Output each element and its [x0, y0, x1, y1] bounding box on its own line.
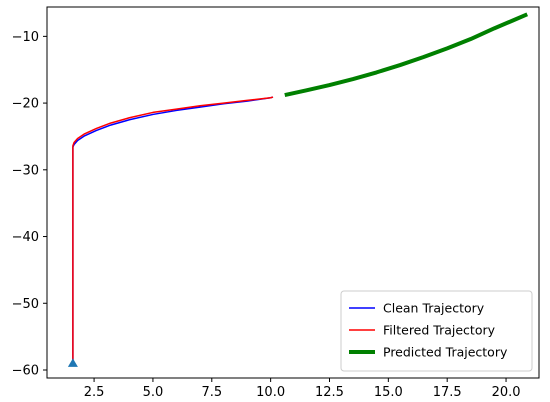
series-filtered-trajectory	[72, 96, 274, 364]
y-axis: −60 −50 −40 −30 −20 −10	[12, 30, 47, 378]
x-tick-label: 7.5	[201, 385, 222, 400]
y-tick-label: −30	[12, 163, 39, 178]
legend-label-predicted-trajectory: Predicted Trajectory	[383, 345, 508, 360]
y-tick-label: −10	[12, 30, 39, 45]
x-axis: 2.5 5.0 7.5 10.0 12.5 15.0 17.5 20.0	[84, 378, 521, 400]
x-tick-label: 20.0	[492, 385, 521, 400]
y-tick-label: −60	[12, 363, 39, 378]
y-tick-label: −50	[12, 297, 39, 312]
legend-label-clean-trajectory: Clean Trajectory	[383, 301, 485, 316]
legend: Clean Trajectory Filtered Trajectory Predi…	[340, 290, 533, 372]
series-layer	[72, 12, 529, 364]
legend-label-filtered-trajectory: Filtered Trajectory	[383, 323, 496, 338]
series-predicted-trajectory	[284, 12, 529, 98]
plot-frame	[46, 6, 540, 379]
x-tick-label: 15.0	[374, 385, 403, 400]
y-tick-label: −20	[12, 97, 39, 112]
x-tick-label: 5.0	[143, 385, 164, 400]
legend-box	[340, 290, 533, 372]
x-tick-label: 10.0	[256, 385, 285, 400]
x-tick-label: 12.5	[315, 385, 344, 400]
x-tick-label: 2.5	[84, 385, 105, 400]
marker-layer	[67, 358, 78, 367]
series-clean-trajectory	[72, 96, 274, 364]
x-tick-label: 17.5	[433, 385, 462, 400]
y-tick-label: −40	[12, 230, 39, 245]
start-marker	[67, 358, 78, 367]
